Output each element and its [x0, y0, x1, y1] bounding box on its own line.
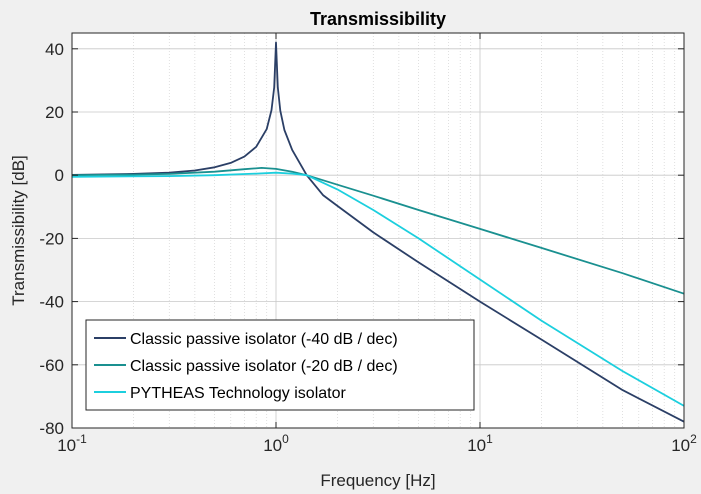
x-tick-label: 102 [671, 432, 697, 455]
x-tick-label: 100 [263, 432, 289, 455]
legend-label-20db: Classic passive isolator (-20 dB / dec) [130, 358, 398, 375]
series-line-40db [71, 41, 685, 423]
y-tick-label: -80 [39, 419, 64, 438]
x-axis-label: Frequency [Hz] [320, 471, 435, 490]
legend-label-40db: Classic passive isolator (-40 dB / dec) [130, 331, 398, 348]
legend: Classic passive isolator (-40 dB / dec) … [85, 319, 475, 411]
legend-label-pytheas: PYTHEAS Technology isolator [130, 385, 346, 402]
y-tick-label: 0 [55, 166, 64, 185]
y-tick-label: 40 [45, 40, 64, 59]
legend-box [85, 319, 475, 411]
series-line-20db [71, 166, 685, 295]
x-tick-label: 101 [467, 432, 493, 455]
x-tick-labels: 10-1 100 101 102 [57, 432, 697, 455]
plot-frame [71, 32, 685, 429]
y-tick-label: -40 [39, 293, 64, 312]
x-tick-label: 10-1 [57, 432, 87, 455]
y-axis-label: Transmissibility [dB] [9, 155, 28, 306]
y-tick-labels: 40 20 0 -20 -40 -60 -80 [39, 40, 64, 438]
y-tick-label: -20 [39, 229, 64, 248]
series-line-pytheas [71, 171, 685, 407]
series-layer [71, 41, 685, 423]
chart-title: Transmissibility [310, 9, 446, 29]
y-tick-label: -60 [39, 356, 64, 375]
y-tick-label: 20 [45, 103, 64, 122]
axis-ticks [71, 33, 685, 429]
